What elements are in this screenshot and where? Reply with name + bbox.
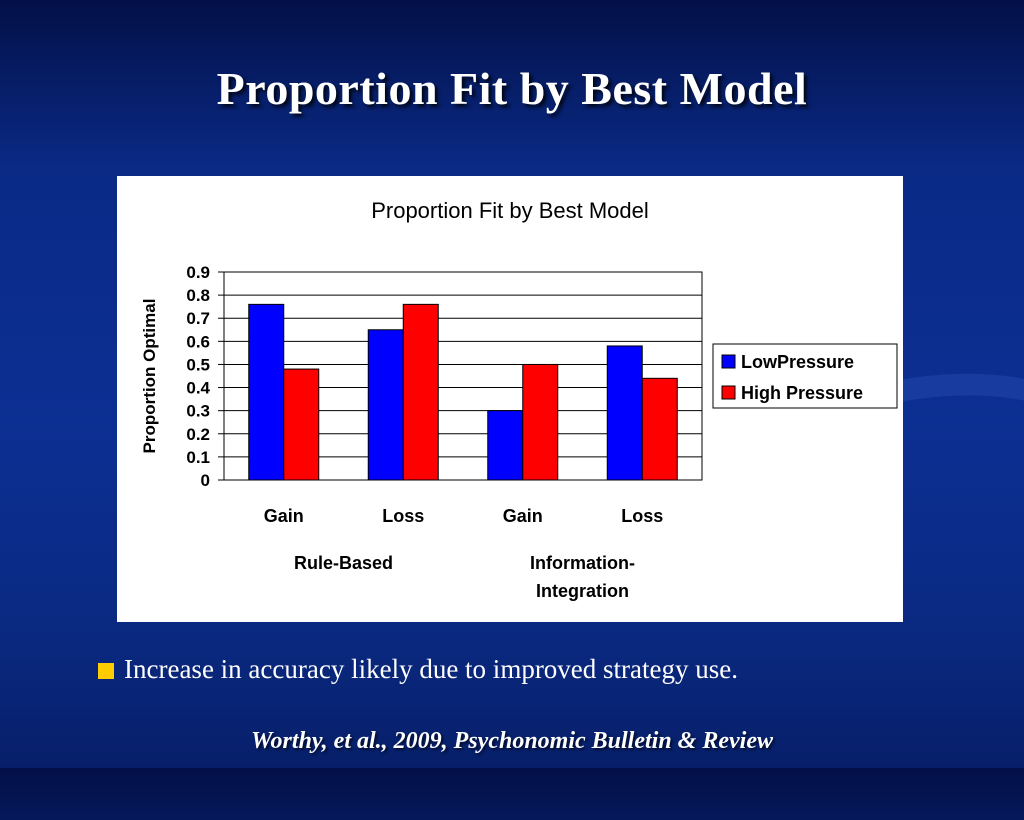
y-tick-label: 0.5 <box>186 355 210 374</box>
bar-high-pressure-2 <box>402 303 439 481</box>
bar-lowpressure-3 <box>487 410 524 481</box>
legend-label: LowPressure <box>741 352 854 372</box>
bullet-square-icon <box>98 662 114 679</box>
legend-box <box>712 343 898 409</box>
legend-label: High Pressure <box>741 383 863 403</box>
x-category-label: Gain <box>264 506 304 526</box>
bars <box>248 303 678 481</box>
y-axis-label: Proportion Optimal <box>140 299 159 454</box>
x-category-label: Loss <box>382 506 424 526</box>
y-tick-label: 0 <box>201 471 210 490</box>
bar-high-pressure-3 <box>522 363 559 481</box>
x-group-label: Rule-Based <box>294 553 393 573</box>
bar-high-pressure-4 <box>641 377 678 481</box>
y-tick-label: 0.9 <box>186 263 210 282</box>
legend: LowPressure High Pressure <box>712 343 898 409</box>
y-tick-label: 0.2 <box>186 425 210 444</box>
y-tick-label: 0.1 <box>186 448 210 467</box>
axes: 0 0.1 0.2 0.3 0.4 0.5 0.6 0.7 0.8 0.9 Gain Loss Gain… <box>186 263 703 601</box>
legend-swatch <box>721 385 736 400</box>
chart-panel: Proportion Fit by Best Model Proportion … <box>117 176 903 622</box>
x-group-label: Integration <box>536 581 629 601</box>
x-category-label: Gain <box>503 506 543 526</box>
slide-title: Proportion Fit by Best Model <box>216 63 808 114</box>
bar-chart: Proportion Fit by Best Model Proportion … <box>140 198 898 601</box>
x-group-label: Information- <box>530 553 635 573</box>
bar-lowpressure-2 <box>367 329 404 481</box>
y-tick-label: 0.7 <box>186 309 210 328</box>
legend-swatch <box>721 354 736 369</box>
citation: Worthy, et al., 2009, Psychonomic Bullet… <box>251 728 773 754</box>
y-tick-label: 0.6 <box>186 332 210 351</box>
bullet-text: Increase in accuracy likely due to impro… <box>124 654 738 684</box>
y-tick-label: 0.3 <box>186 402 210 421</box>
chart-title: Proportion Fit by Best Model <box>371 198 649 223</box>
y-tick-label: 0.4 <box>186 379 210 398</box>
bar-lowpressure-4 <box>606 345 643 481</box>
bar-high-pressure-1 <box>283 368 320 481</box>
y-tick-label: 0.8 <box>186 286 210 305</box>
bar-lowpressure-1 <box>248 303 285 481</box>
plot-frame <box>223 271 703 481</box>
x-category-label: Loss <box>621 506 663 526</box>
bullet-point: Increase in accuracy likely due to impro… <box>98 654 738 685</box>
